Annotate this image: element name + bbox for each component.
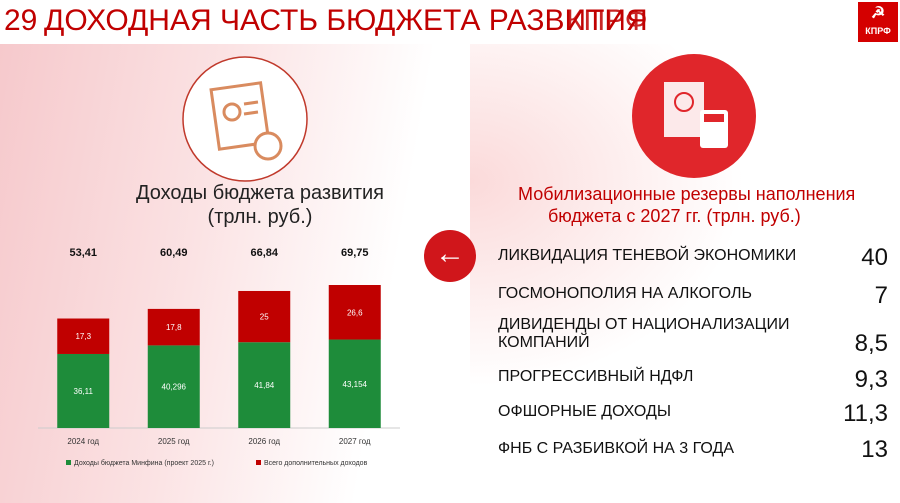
item-value: 7 xyxy=(874,282,888,309)
title-overlay: КПРФ xyxy=(566,4,648,37)
chart: 36,11 17,3 53,41 2024 год 40,296 17,8 60,49 202… xyxy=(38,247,400,467)
x-tick-label: 2027 год xyxy=(339,437,371,446)
logo-text: КПРФ xyxy=(865,26,891,36)
bar-segment xyxy=(147,345,200,428)
item-label: ОФШОРНЫЕ ДОХОДЫ xyxy=(498,403,672,420)
slide-title: ДОХОДНАЯ ЧАСТЬ БЮДЖЕТА РАЗВИТИЯ xyxy=(44,4,648,37)
data-label: 17,8 xyxy=(166,323,182,332)
item-value: 8,5 xyxy=(854,330,888,357)
bar-segment xyxy=(238,342,291,428)
item-value: 9,3 xyxy=(854,366,888,393)
x-tick-label: 2024 год xyxy=(67,437,99,446)
data-label: 43,154 xyxy=(343,380,368,389)
right-heading: Мобилизационные резервы наполнения xyxy=(518,184,856,204)
right-icon xyxy=(632,54,756,178)
data-label: 41,84 xyxy=(254,381,275,390)
item-label: ГОСМОНОПОЛИЯ НА АЛКОГОЛЬ xyxy=(498,285,752,302)
item-label: ФНБ С РАЗБИВКОЙ НА 3 ГОДА xyxy=(498,440,735,457)
slide-number: 29 xyxy=(4,4,38,37)
legend-label: Всего дополнительных доходов xyxy=(264,460,368,467)
item-value: 11,3 xyxy=(843,400,888,427)
legend-label: Доходы бюджета Минфина (проект 2025 г.) xyxy=(74,459,214,467)
total-label: 53,41 xyxy=(69,247,97,259)
item-value: 13 xyxy=(861,436,888,463)
data-label: 36,11 xyxy=(74,387,94,396)
left-heading: (трлн. руб.) xyxy=(207,206,313,228)
x-tick-label: 2026 год xyxy=(248,437,280,446)
total-label: 60,49 xyxy=(160,247,188,259)
bar-segment xyxy=(57,353,110,428)
item-value: 40 xyxy=(861,244,888,271)
total-label: 66,84 xyxy=(250,247,278,259)
left-icon xyxy=(182,56,308,182)
logo: ☭ КПРФ xyxy=(858,2,898,42)
right-heading: бюджета с 2027 гг. (трлн. руб.) xyxy=(548,206,801,226)
item-label: ПРОГРЕССИВНЫЙ НДФЛ xyxy=(498,368,694,385)
legend-swatch xyxy=(256,460,261,465)
data-label: 26,6 xyxy=(347,308,363,317)
x-tick-label: 2025 год xyxy=(158,437,190,446)
data-label: 40,296 xyxy=(162,383,187,392)
left-heading: Доходы бюджета развития xyxy=(135,182,385,204)
arrow-button: ← xyxy=(424,230,476,282)
item-label: ДИВИДЕНДЫ ОТ НАЦИОНАЛИЗАЦИИ КОМПАНИЙ xyxy=(498,316,790,351)
bar-segment xyxy=(328,339,381,428)
bar-segment xyxy=(147,308,200,346)
item-label: ЛИКВИДАЦИЯ ТЕНЕВОЙ ЭКОНОМИКИ xyxy=(498,247,797,264)
legend-swatch xyxy=(66,460,71,465)
data-label: 17,3 xyxy=(75,332,91,341)
bar-segment xyxy=(57,318,110,354)
data-label: 25 xyxy=(260,313,269,322)
bar-segment xyxy=(328,285,381,340)
total-label: 69,75 xyxy=(341,247,369,259)
bar-segment xyxy=(238,290,291,343)
